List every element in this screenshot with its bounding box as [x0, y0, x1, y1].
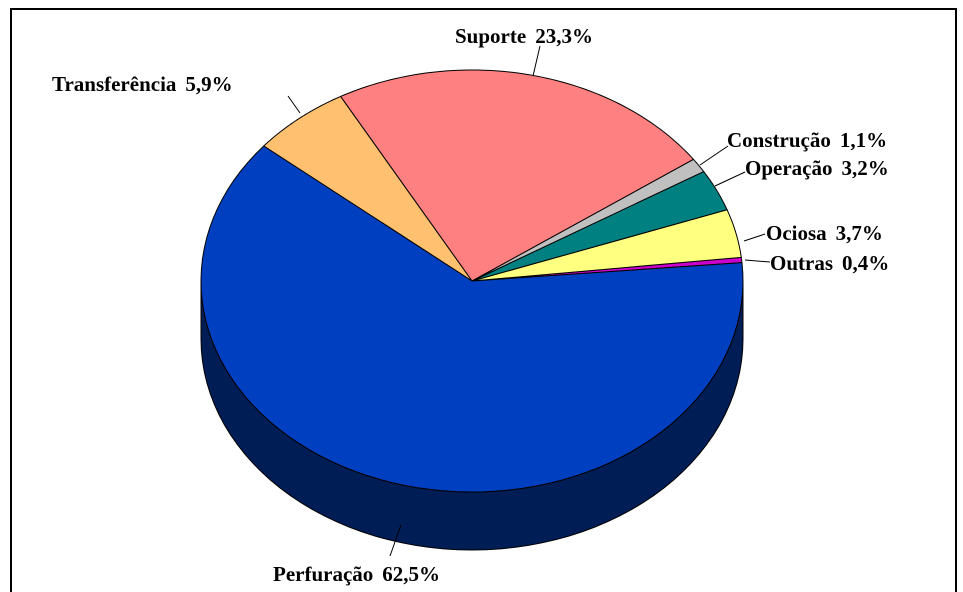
slice-label: Outras 0,4% — [770, 251, 889, 275]
slice-name: Suporte — [455, 24, 526, 48]
slice-name: Transferência — [52, 72, 177, 96]
slice-name: Perfuração — [273, 562, 373, 586]
slice-name: Outras — [770, 251, 833, 275]
slice-label: Transferência 5,9% — [52, 72, 233, 96]
slice-value: 3,7% — [836, 221, 883, 245]
leader-line — [389, 524, 402, 557]
leader-line — [714, 171, 746, 187]
slice — [339, 69, 695, 282]
slice-value: 62,5% — [382, 562, 440, 586]
slice — [200, 145, 744, 493]
slice-label: Construção 1,1% — [727, 128, 887, 152]
leader-line — [743, 233, 766, 242]
slice-name: Ociosa — [766, 221, 827, 245]
slice-value: 0,4% — [842, 251, 889, 275]
slice-label: Ociosa 3,7% — [766, 221, 883, 245]
slice-label: Perfuração 62,5% — [273, 562, 440, 586]
leader-line — [699, 145, 729, 166]
leader-line — [287, 95, 301, 114]
leader-line — [532, 45, 541, 77]
slice — [471, 170, 728, 282]
slice-name: Operação — [745, 156, 832, 180]
slice-value: 23,3% — [535, 24, 593, 48]
slice-name: Construção — [727, 128, 831, 152]
slice — [471, 209, 742, 282]
slice-value: 5,9% — [185, 72, 232, 96]
slice-value: 1,1% — [840, 128, 887, 152]
slice-label: Operação 3,2% — [745, 156, 889, 180]
slice — [471, 158, 705, 282]
slice-value: 3,2% — [841, 156, 888, 180]
slice — [262, 95, 473, 282]
slice-label: Suporte 23,3% — [455, 24, 593, 48]
leader-line — [744, 259, 771, 263]
